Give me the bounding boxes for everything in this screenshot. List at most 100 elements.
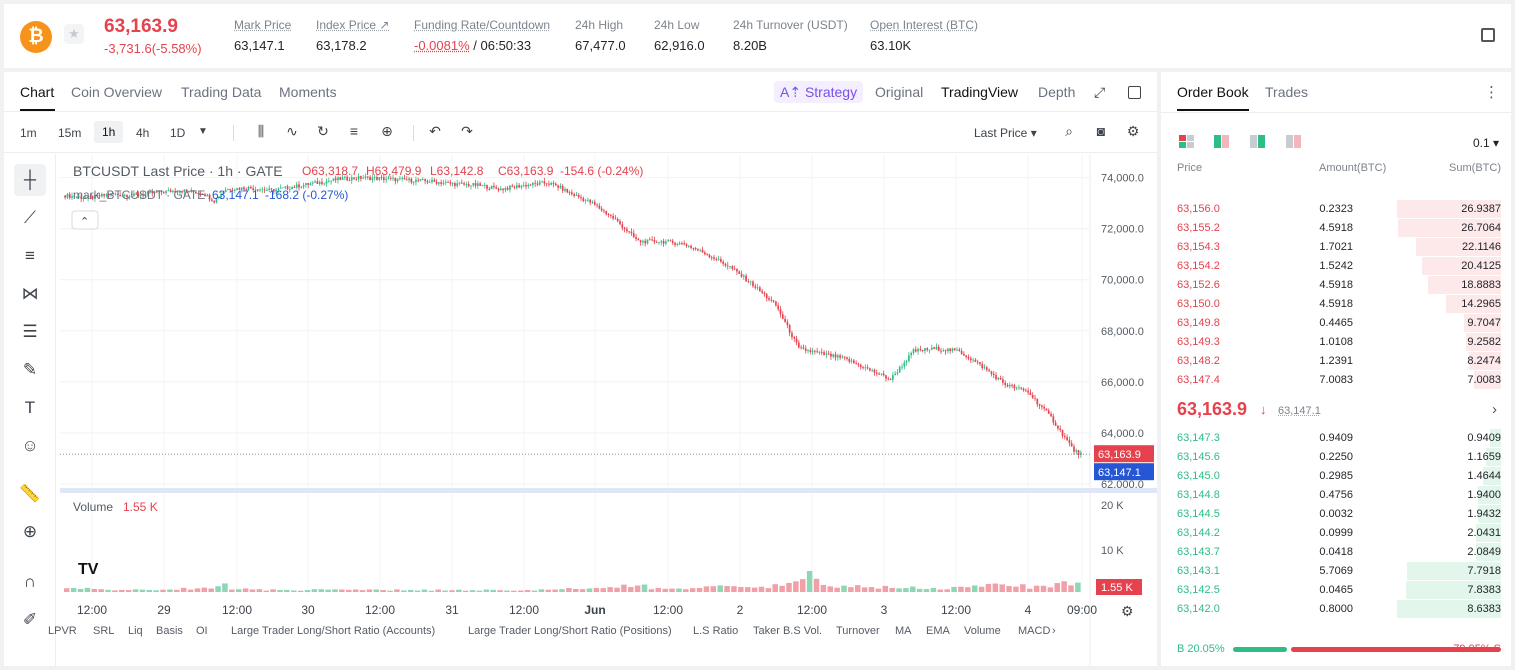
bitcoin-icon[interactable]: ₿ — [20, 21, 52, 53]
bid-row[interactable]: 63,144.2 0.0999 2.0431 — [1161, 524, 1511, 543]
tab-depth[interactable]: Depth — [1038, 84, 1076, 100]
book-mode-large-icon[interactable] — [1286, 135, 1302, 149]
interval-1m[interactable]: 1m — [20, 126, 37, 140]
ask-row[interactable]: 63,156.0 0.2323 26.9387 — [1161, 200, 1511, 219]
precision-select[interactable]: 0.1 ▾ — [1472, 136, 1499, 150]
horizontal-lines-icon[interactable]: ≡ — [25, 246, 35, 265]
tab-chart[interactable]: Chart — [20, 84, 55, 100]
indicator-large-trader-long-short-ratio-positions-[interactable]: Large Trader Long/Short Ratio (Positions… — [468, 625, 672, 637]
collapse-legend-button[interactable] — [71, 210, 99, 230]
zoom-icon[interactable]: ⊕ — [22, 522, 38, 541]
chevron-right-icon[interactable]: › — [1492, 401, 1497, 418]
indicator-volume[interactable]: Volume — [964, 625, 1001, 637]
undo-icon[interactable]: ↶ — [429, 123, 441, 139]
indicator-taker-b-s-vol-[interactable]: Taker B.S Vol. — [753, 625, 823, 637]
interval-1d[interactable]: 1D — [170, 126, 186, 140]
ask-row[interactable]: 63,149.8 0.4465 9.7047 — [1161, 314, 1511, 333]
stat-index-price[interactable]: Index Price ↗ 63,178.2 — [316, 18, 389, 53]
strategy-button[interactable]: A⇡ Strategy — [774, 81, 864, 103]
contract-info-icon[interactable] — [1481, 28, 1495, 42]
ruler-icon[interactable]: 📏 — [19, 484, 41, 503]
candle — [252, 188, 255, 191]
axis-settings-icon[interactable]: ⚙ — [1121, 603, 1134, 619]
ask-row[interactable]: 63,149.3 1.0108 9.2582 — [1161, 333, 1511, 352]
indicator-liq[interactable]: Liq — [128, 625, 143, 637]
ask-row[interactable]: 63,154.2 1.5242 20.4125 — [1161, 257, 1511, 276]
bid-row[interactable]: 63,144.8 0.4756 1.9400 — [1161, 486, 1511, 505]
book-mode-bids-icon[interactable] — [1214, 135, 1230, 149]
ask-row[interactable]: 63,154.3 1.7021 22.1146 — [1161, 238, 1511, 257]
indicator-srl[interactable]: SRL — [93, 625, 115, 637]
trend-line-icon[interactable]: ⟋ — [24, 208, 36, 227]
camera-icon[interactable]: ◙ — [1096, 123, 1106, 139]
redo-icon[interactable]: ↷ — [461, 123, 473, 139]
bid-row[interactable]: 63,144.5 0.0032 1.9432 — [1161, 505, 1511, 524]
interval-4h[interactable]: 4h — [136, 126, 150, 140]
candle-type-icon[interactable]: ⫼ — [257, 123, 265, 139]
bid-price: 63,147.3 — [1177, 432, 1220, 444]
chevron-right-icon[interactable]: › — [1052, 625, 1056, 637]
tab-trades[interactable]: Trades — [1265, 84, 1309, 100]
more-options-icon[interactable]: ⋮ — [1484, 84, 1499, 101]
templates-icon[interactable]: ≡ — [349, 123, 359, 139]
add-icon[interactable]: ⊕ — [381, 123, 393, 139]
indicators-icon[interactable]: ∿ — [286, 123, 298, 139]
settings-gear-icon[interactable]: ⚙ — [1126, 123, 1140, 139]
expand-icon[interactable]: ⤢ — [1094, 84, 1106, 100]
interval-15m[interactable]: 15m — [58, 126, 82, 140]
bid-row[interactable]: 63,147.3 0.9409 0.9409 — [1161, 429, 1511, 448]
magnet-icon[interactable]: ∩ — [23, 572, 37, 591]
indicator-basis[interactable]: Basis — [156, 625, 183, 637]
tab-order-book[interactable]: Order Book — [1177, 84, 1249, 100]
favorite-star-icon[interactable]: ★ — [64, 24, 84, 44]
brush-icon[interactable]: ✎ — [22, 360, 38, 379]
candle — [529, 184, 532, 186]
bid-row[interactable]: 63,142.0 0.8000 8.6383 — [1161, 600, 1511, 619]
tab-moments[interactable]: Moments — [279, 84, 337, 100]
crosshair-icon[interactable]: ┼ — [14, 164, 46, 196]
ask-row[interactable]: 63,155.2 4.5918 26.7064 — [1161, 219, 1511, 238]
fib-icon[interactable]: ☰ — [22, 322, 38, 341]
candlestick-chart[interactable]: 74,000.0 72,000.0 70,000.0 68,000.0 66,000.0… — [60, 154, 1157, 666]
bid-row[interactable]: 63,145.0 0.2985 1.4644 — [1161, 467, 1511, 486]
emoji-icon[interactable]: ☺ — [21, 436, 39, 455]
ask-row[interactable]: 63,148.2 1.2391 8.2474 — [1161, 352, 1511, 371]
bid-row[interactable]: 63,143.1 5.7069 7.7918 — [1161, 562, 1511, 581]
ask-row[interactable]: 63,147.4 7.0083 7.0083 — [1161, 371, 1511, 390]
indicator-ma[interactable]: MA — [895, 625, 912, 637]
compare-icon[interactable]: ↻ — [317, 123, 329, 139]
pencil-icon[interactable]: ✐ — [22, 610, 38, 629]
bid-row[interactable]: 63,145.6 0.2250 1.1659 — [1161, 448, 1511, 467]
price-type-select[interactable]: Last Price ▾ — [974, 126, 1037, 140]
tab-coin-overview[interactable]: Coin Overview — [71, 84, 163, 100]
text-icon[interactable]: T — [24, 398, 36, 417]
bid-row[interactable]: 63,143.7 0.0418 2.0849 — [1161, 543, 1511, 562]
candle — [394, 177, 397, 182]
interval-1h[interactable]: 1h — [94, 121, 124, 143]
volume-bar — [511, 590, 517, 592]
book-mode-both-icon[interactable] — [1179, 135, 1195, 149]
tab-original[interactable]: Original — [875, 84, 924, 100]
bid-price: 63,145.6 — [1177, 451, 1220, 463]
funding-rate: -0.0081% — [414, 38, 470, 53]
indicator-lpvr[interactable]: LPVR — [48, 625, 77, 637]
ask-row[interactable]: 63,152.6 4.5918 18.8883 — [1161, 276, 1511, 295]
tab-tradingview[interactable]: TradingView — [941, 84, 1019, 100]
ask-row[interactable]: 63,150.0 4.5918 14.2965 — [1161, 295, 1511, 314]
candle — [495, 187, 498, 189]
indicator-macd[interactable]: MACD — [1018, 625, 1051, 637]
pattern-icon[interactable]: ⋈ — [21, 284, 39, 303]
search-icon[interactable]: ⌕ — [1065, 123, 1073, 139]
indicator-turnover[interactable]: Turnover — [836, 625, 880, 637]
bid-row[interactable]: 63,142.5 0.0465 7.8383 — [1161, 581, 1511, 600]
book-mode-asks-icon[interactable] — [1250, 135, 1266, 149]
indicator-l-s-ratio[interactable]: L.S Ratio — [693, 625, 739, 637]
indicator-ema[interactable]: EMA — [926, 625, 950, 637]
indicator-large-trader-long-short-ratio-accounts-[interactable]: Large Trader Long/Short Ratio (Accounts) — [231, 625, 436, 637]
indicator-oi[interactable]: OI — [196, 625, 208, 637]
tab-trading-data[interactable]: Trading Data — [181, 84, 262, 100]
stat-label[interactable]: Index Price ↗ — [316, 18, 390, 32]
volume-value: 1.55 K — [123, 500, 158, 514]
window-icon[interactable] — [1128, 86, 1141, 99]
interval-dropdown-icon[interactable]: ▼ — [198, 126, 208, 137]
